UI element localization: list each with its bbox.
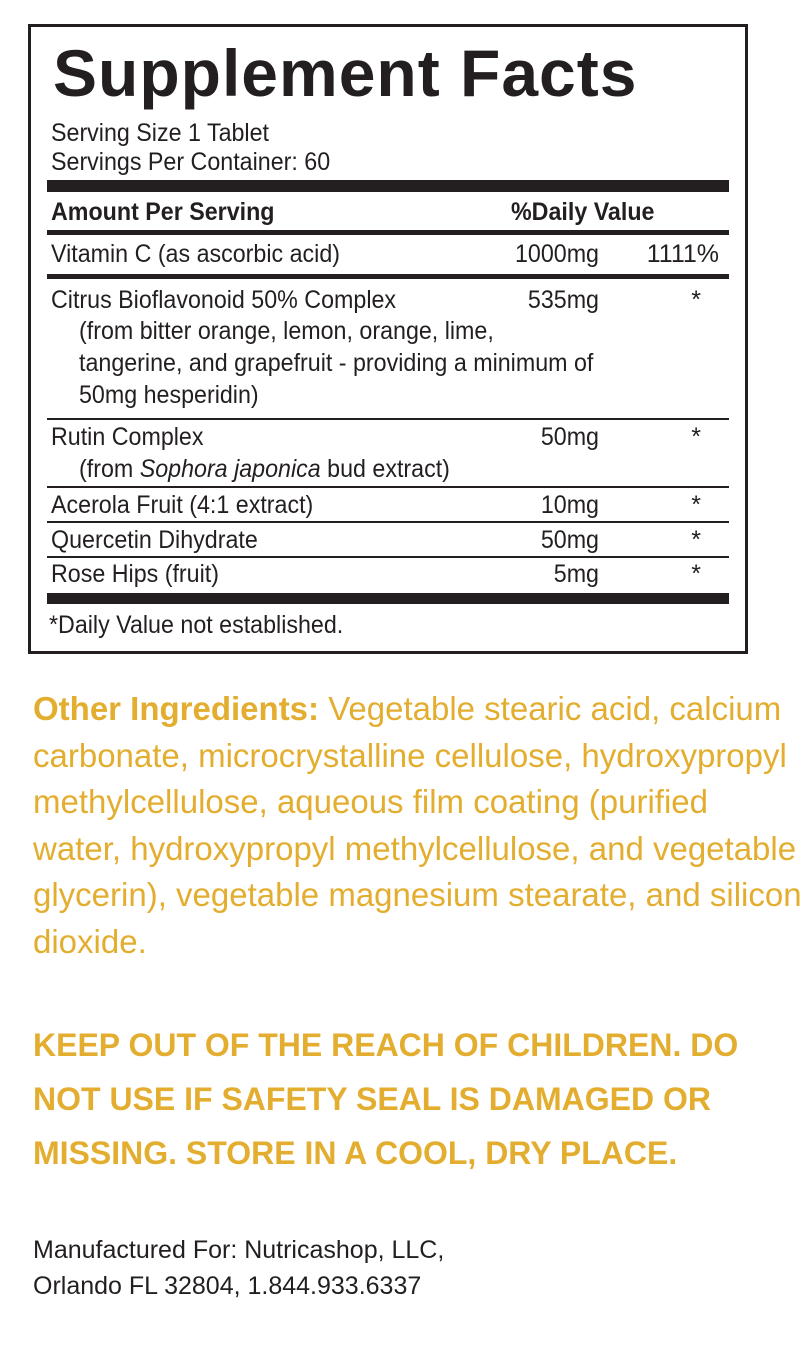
row-name: Rose Hips (fruit) bbox=[51, 560, 219, 588]
divider-thick bbox=[47, 593, 729, 604]
supplement-facts-panel: Supplement Facts Serving Size 1 Tablet S… bbox=[28, 24, 748, 654]
divider-thin bbox=[47, 521, 729, 523]
other-ingredients-text: Vegetable stearic acid, calcium carbonat… bbox=[33, 690, 802, 960]
row-dv: * bbox=[691, 491, 701, 519]
row-name: Rutin Complex bbox=[51, 423, 204, 451]
row-amount: 1000mg bbox=[514, 240, 599, 268]
row-dv: * bbox=[691, 526, 701, 554]
row-detail: (from Sophora japonica bud extract) bbox=[79, 455, 450, 483]
serving-size: Serving Size 1 Tablet bbox=[51, 119, 269, 147]
row-dv: 1111% bbox=[646, 240, 719, 268]
row-name: Quercetin Dihydrate bbox=[51, 526, 258, 554]
row-detail: 50mg hesperidin) bbox=[79, 381, 259, 409]
manufacturer-address: Orlando FL 32804, 1.844.933.6337 bbox=[33, 1272, 422, 1300]
divider-medium bbox=[47, 230, 729, 235]
row-name: Vitamin C (as ascorbic acid) bbox=[51, 240, 341, 268]
row-amount: 50mg bbox=[540, 423, 599, 451]
divider-thick bbox=[47, 180, 729, 192]
row-detail: tangerine, and grapefruit - providing a … bbox=[79, 349, 594, 377]
manufacturer-info: Manufactured For: Nutricashop, LLC, Orla… bbox=[33, 1232, 444, 1304]
dv-header: %Daily Value bbox=[511, 198, 655, 226]
other-ingredients-label: Other Ingredients: bbox=[33, 690, 320, 727]
row-amount: 50mg bbox=[540, 526, 599, 554]
other-ingredients: Other Ingredients: Vegetable stearic aci… bbox=[33, 686, 803, 965]
row-amount: 5mg bbox=[553, 560, 599, 588]
amount-header: Amount Per Serving bbox=[51, 198, 275, 226]
row-name: Acerola Fruit (4:1 extract) bbox=[51, 491, 314, 519]
manufacturer-line: Manufactured For: Nutricashop, LLC, bbox=[33, 1236, 445, 1264]
divider-medium bbox=[47, 274, 729, 279]
divider-thin bbox=[47, 556, 729, 558]
warning-text: KEEP OUT OF THE REACH OF CHILDREN. DO NO… bbox=[33, 1027, 739, 1171]
row-dv: * bbox=[691, 286, 701, 314]
divider-thin bbox=[47, 418, 729, 420]
row-dv: * bbox=[691, 423, 701, 451]
servings-per-container: Servings Per Container: 60 bbox=[51, 148, 331, 176]
row-dv: * bbox=[691, 560, 701, 588]
row-detail: (from bitter orange, lemon, orange, lime… bbox=[79, 317, 494, 345]
divider-thin bbox=[47, 486, 729, 488]
row-amount: 10mg bbox=[540, 491, 599, 519]
footnote: *Daily Value not established. bbox=[49, 611, 344, 639]
row-name: Citrus Bioflavonoid 50% Complex bbox=[51, 286, 397, 314]
panel-title: Supplement Facts bbox=[53, 36, 638, 110]
row-amount: 535mg bbox=[527, 286, 599, 314]
